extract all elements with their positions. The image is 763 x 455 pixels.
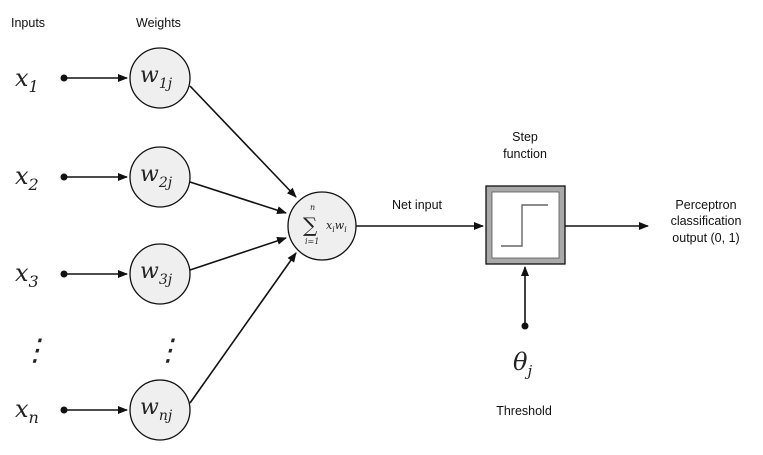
threshold-symbol: θj [513,348,532,380]
input-label-2: x2 [15,162,39,194]
input-ellipsis: ⋮ [20,333,50,368]
output-label-line3: output (0, 1) [672,231,739,245]
sum-symbol: ∑ [303,213,318,237]
input-label-1: x1 [15,64,39,96]
weight-ellipsis: ⋮ [153,333,183,368]
weight-node-1 [129,47,191,109]
sum-upper-limit: n [310,203,315,212]
weight-node-3 [129,243,191,305]
input-label-3: x3 [15,259,39,291]
weight-arrow-1 [189,85,297,198]
weight-label-2: w2j [140,162,173,191]
weights-header: Weights [136,16,181,30]
weight-arrow-3 [189,237,287,271]
weight-arrow-n [189,252,297,404]
sum-term: xiwi [326,219,347,234]
step-label-line2: function [503,147,547,161]
weight-arrow-2 [189,181,287,215]
sum-lower-limit: i=1 [305,237,319,246]
step-function-inner [491,191,560,259]
weight-node-n [129,379,191,441]
output-label-line1: Perceptron [675,198,736,212]
weight-node-2 [129,146,191,208]
input-label-n: xn [15,395,39,427]
step-label-line1: Step [512,130,538,144]
step-function-curve [501,204,548,247]
net-input-label: Net input [392,198,443,212]
output-label-line2: classification [671,214,742,228]
weight-label-n: wnj [140,395,173,424]
weight-label-3: w3j [140,259,173,288]
inputs-header: Inputs [11,16,45,30]
weight-label-1: w1j [140,63,173,92]
threshold-label: Threshold [496,404,552,418]
